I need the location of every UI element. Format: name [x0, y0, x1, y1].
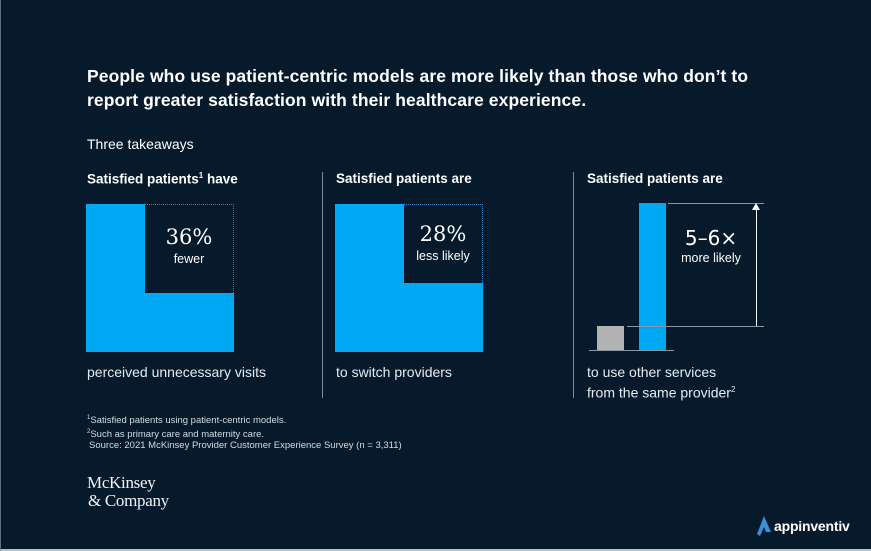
appinventiv-wordmark: appinventiv: [774, 518, 850, 534]
column-divider: [573, 172, 574, 398]
appinventiv-a-icon: [757, 516, 771, 536]
caption-line-2-text: from the same provider: [587, 384, 731, 401]
arrow-up-icon: [752, 203, 760, 210]
subhead: Three takeaways: [87, 136, 194, 152]
mckinsey-logo: McKinsey & Company: [87, 474, 169, 510]
takeaway-1-title-suffix: have: [203, 171, 238, 187]
headline: People who use patient-centric models ar…: [87, 66, 749, 110]
takeaway-1-caption: perceived unnecessary visits: [87, 364, 266, 380]
top-reference-line: [668, 203, 764, 204]
column-divider: [322, 172, 323, 398]
comparison-bar-satisfied: [639, 203, 666, 350]
footnote-2-text: Such as primary care and maternity care.: [90, 428, 265, 440]
footnote-1-text: Satisfied patients using patient-centric…: [90, 415, 287, 427]
takeaway-3-title: Satisfied patients are: [587, 171, 723, 186]
baseline-axis: [589, 350, 674, 351]
source-note: Source: 2021 McKinsey Provider Customer …: [89, 440, 402, 452]
caption-line-2: from the same provider2: [587, 381, 735, 402]
takeaway-2-title: Satisfied patients are: [336, 171, 472, 186]
reduction-square: 28% less likely: [404, 204, 483, 283]
takeaway-1-value-label: fewer: [173, 252, 205, 266]
footnote-ref-1: 1: [198, 171, 204, 180]
footnote-2-marker: 2: [87, 428, 91, 435]
footnote-2: 2Such as primary care and maternity care…: [87, 427, 402, 441]
takeaway-1-title: Satisfied patients1 have: [87, 171, 238, 187]
takeaway-1-value: 36%: [165, 225, 213, 249]
takeaway-2-value-label: less likely: [416, 249, 470, 263]
bottom-reference-line: [627, 326, 764, 327]
footnote-1: 1Satisfied patients using patient-centri…: [87, 413, 402, 427]
appinventiv-logo: appinventiv: [757, 516, 850, 536]
takeaway-3-caption: to use other services from the same prov…: [587, 364, 735, 402]
takeaway-1-title-text: Satisfied patients: [87, 171, 199, 187]
mckinsey-logo-line-1: McKinsey: [87, 473, 156, 492]
reduction-square: 36% fewer: [145, 204, 234, 293]
caption-line-1: to use other services: [587, 364, 717, 380]
footnote-ref-2: 2: [730, 385, 736, 394]
comparison-bar-other: [597, 326, 624, 350]
takeaway-2-caption: to switch providers: [336, 364, 452, 380]
footnotes: 1Satisfied patients using patient-centri…: [87, 413, 402, 452]
takeaway-3-value-label: more likely: [681, 251, 741, 265]
mckinsey-logo-line-2: & Company: [88, 491, 169, 510]
takeaway-3-value: 5–6×: [684, 226, 738, 250]
footnote-1-marker: 1: [87, 415, 91, 421]
takeaway-2-value: 28%: [419, 222, 467, 246]
multiplier-label: 5–6× more likely: [671, 222, 751, 272]
arrow-shaft: [756, 208, 757, 326]
